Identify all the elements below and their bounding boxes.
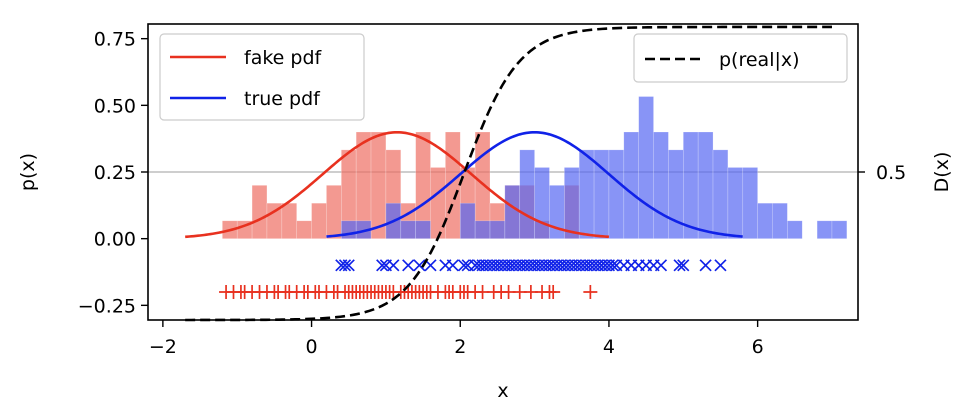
plot-area (148, 25, 858, 322)
legend-left: fake pdf true pdf (159, 33, 365, 121)
fake-sample-marker (583, 285, 598, 299)
true-sample-marker (714, 259, 727, 272)
true-sample-marker (677, 259, 690, 272)
y2-axis-label: D(x) (931, 152, 953, 193)
fake-sample-marker (546, 285, 561, 299)
true-histogram-bar (608, 149, 625, 239)
true-sample-marker (446, 259, 459, 272)
true-histogram-bar (653, 131, 669, 239)
x-axis: −2 0 2 4 6 (149, 320, 764, 358)
true-histogram-bar (578, 149, 595, 239)
true-sample-marker (387, 259, 400, 272)
x-tick-label: 2 (454, 336, 466, 358)
fake-histogram-bar (370, 131, 387, 239)
true-histogram-bar (504, 185, 521, 239)
true-sample-marker (699, 259, 712, 272)
y-tick-label: 0.00 (94, 229, 136, 251)
fake-pdf-line (185, 130, 610, 239)
true-histogram-bar (682, 131, 699, 239)
legend-right-box (633, 33, 848, 83)
y2-axis: 0.5 (858, 162, 906, 184)
x-tick-label: 0 (306, 336, 318, 358)
true-histogram-bar (727, 167, 744, 239)
true-histogram-bar (474, 220, 491, 239)
true-sample-marker (402, 259, 415, 272)
true-histogram-bar (489, 220, 506, 239)
true-histogram-bar (787, 220, 803, 239)
legend-right: p(real|x) (633, 33, 848, 83)
fake-histogram-bar (296, 220, 312, 239)
legend-fake-label: fake pdf (244, 47, 323, 69)
y-tick-label: 0.50 (94, 95, 136, 117)
y-tick-label: 0.25 (94, 162, 136, 184)
true-histogram-bar (816, 220, 833, 239)
true-histogram-bar (697, 131, 714, 239)
fake-samples (219, 285, 598, 299)
true-samples (335, 259, 727, 272)
x-axis-label: x (497, 380, 508, 402)
true-sample-marker (413, 259, 426, 272)
true-histogram-bar (757, 202, 773, 239)
true-histogram-bar (400, 220, 416, 239)
legend-disc-label: p(real|x) (719, 49, 800, 71)
true-sample-marker (673, 259, 686, 272)
true-histogram-bar (519, 149, 535, 239)
y-tick-label: −0.25 (78, 295, 136, 317)
true-sample-marker (342, 259, 355, 272)
true-histogram-bar (831, 220, 848, 239)
fake-histogram-bar (430, 167, 446, 239)
true-histogram-bar (772, 202, 788, 239)
true-pdf-line (326, 130, 743, 238)
true-sample-marker (606, 259, 619, 272)
y-tick-label: 0.75 (94, 29, 136, 51)
true-histogram-bar (415, 220, 431, 239)
true-histogram-bar (712, 149, 729, 239)
true-histogram-bar (638, 96, 654, 239)
true-histogram-bar (668, 149, 684, 239)
true-sample-marker (338, 259, 352, 272)
legend-true-label: true pdf (244, 88, 321, 110)
true-sample-marker (376, 259, 389, 272)
true-histogram (340, 96, 848, 239)
y2-tick-label: 0.5 (876, 162, 906, 184)
y-axis-label: p(x) (17, 153, 39, 191)
true-histogram-bar (459, 202, 476, 239)
x-tick-label: 6 (752, 336, 764, 358)
fake-histogram-bar (311, 202, 327, 239)
true-histogram-bar (742, 167, 758, 239)
fake-histogram-bar (326, 185, 342, 239)
fake-histogram-bar (251, 185, 268, 239)
fake-histogram-bar (281, 202, 297, 239)
x-tick-label: −2 (149, 336, 177, 358)
true-histogram-bar (623, 131, 639, 239)
true-histogram-bar (534, 167, 550, 239)
x-tick-label: 4 (603, 336, 615, 358)
true-sample-marker (654, 259, 668, 272)
true-histogram-bar (564, 167, 580, 239)
y-axis: −0.25 0.00 0.25 0.50 0.75 (78, 29, 148, 317)
true-sample-marker (457, 259, 471, 272)
